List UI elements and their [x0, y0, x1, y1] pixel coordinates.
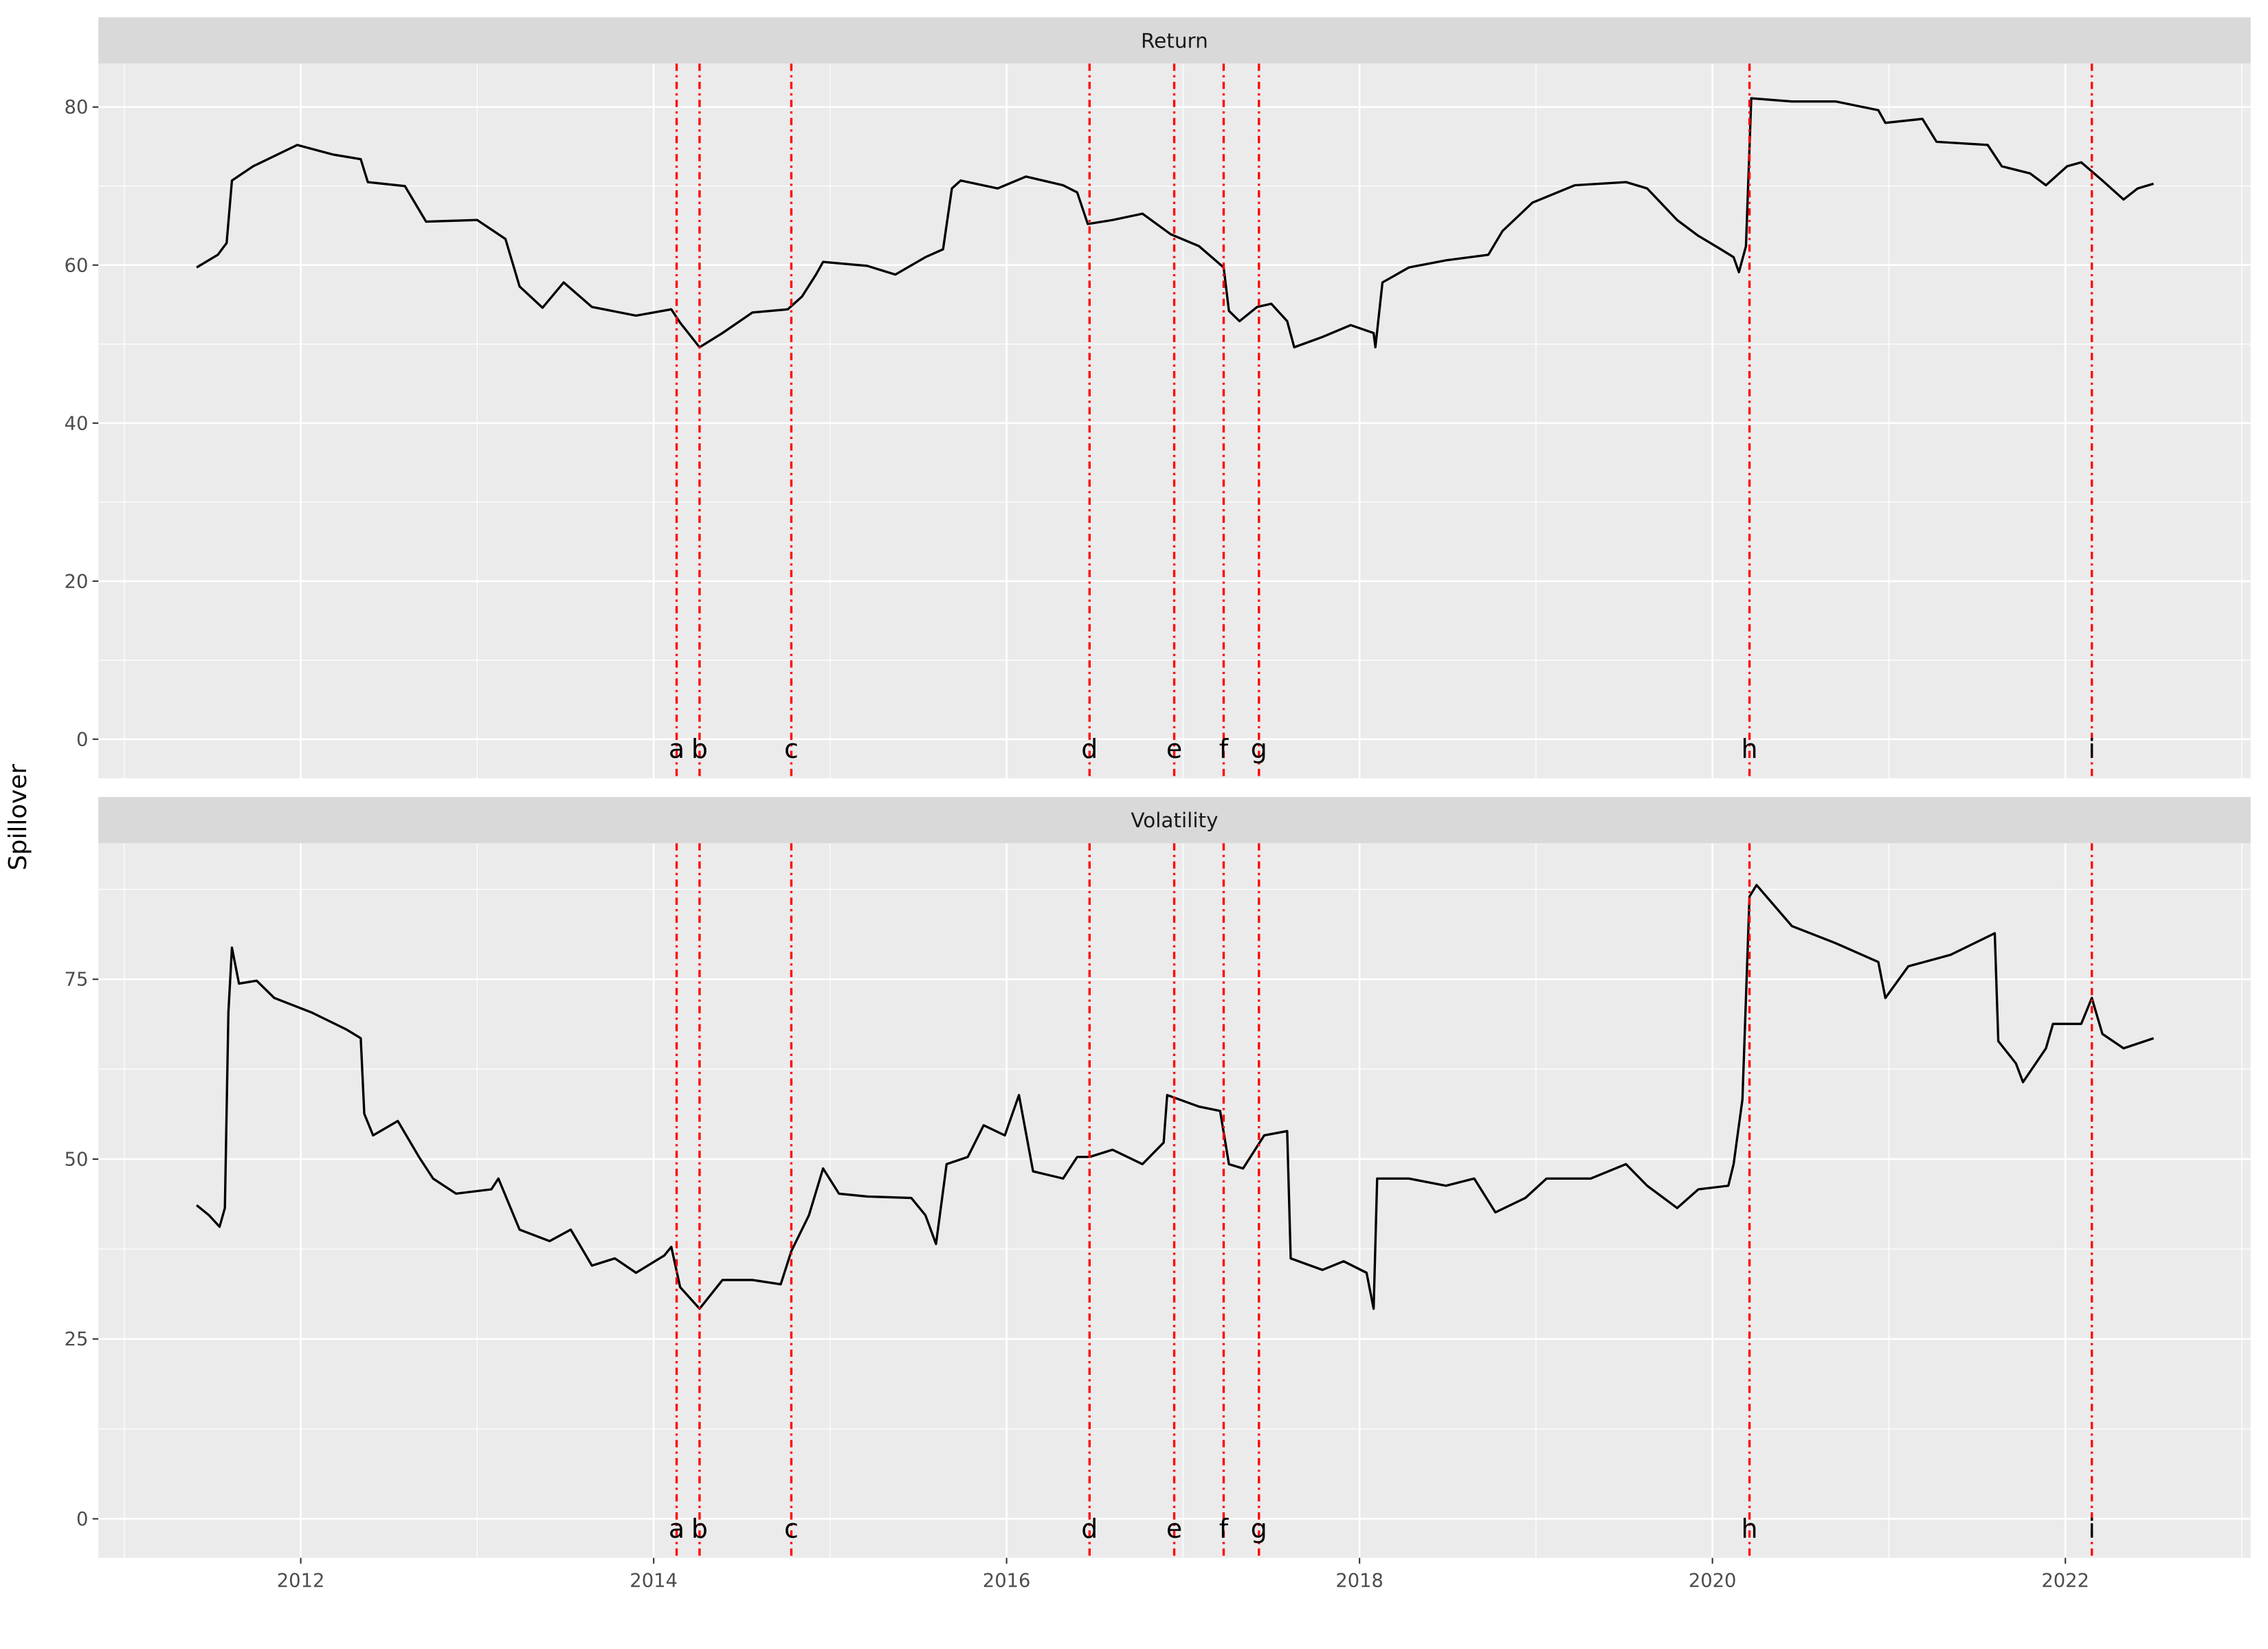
- event-label: b: [691, 734, 708, 764]
- event-label: a: [669, 1514, 685, 1544]
- event-label: d: [1081, 734, 1098, 764]
- facet-panel: Return 0 20 40 60 80 a b c d e f g h i: [65, 17, 2251, 778]
- x-tick-label: 2012: [277, 1570, 325, 1591]
- event-label: c: [784, 734, 799, 764]
- x-tick-label: 2014: [630, 1570, 678, 1591]
- y-tick-label: 50: [65, 1149, 89, 1170]
- event-label: b: [691, 1514, 708, 1544]
- event-label: f: [1219, 734, 1230, 764]
- event-label: i: [2088, 734, 2095, 764]
- y-tick-label: 40: [65, 413, 89, 434]
- y-tick-label: 60: [65, 255, 89, 276]
- event-label: c: [784, 1514, 799, 1544]
- event-label: e: [1166, 734, 1182, 764]
- strip-background: [98, 17, 2251, 64]
- y-tick-label: 20: [65, 571, 89, 592]
- x-tick-label: 2016: [983, 1570, 1031, 1591]
- y-tick-label: 80: [65, 97, 89, 118]
- event-label: e: [1166, 1514, 1182, 1544]
- strip-title: Return: [1141, 29, 1208, 52]
- event-label: f: [1219, 1514, 1230, 1544]
- strip-title: Volatility: [1131, 809, 1218, 832]
- strip-background: [98, 797, 2251, 844]
- y-tick-label: 25: [65, 1329, 89, 1350]
- event-label: g: [1251, 1514, 1267, 1544]
- y-axis-label: Spillover: [4, 764, 32, 871]
- x-tick-label: 2018: [1335, 1570, 1383, 1591]
- x-tick-label: 2022: [2041, 1570, 2089, 1591]
- facet-panel: Volatility 0 25 50 75 a b c d e f g h i: [65, 797, 2251, 1558]
- event-label: a: [669, 734, 685, 764]
- y-tick-label: 75: [65, 969, 89, 991]
- y-tick-label: 0: [76, 1509, 88, 1530]
- event-label: h: [1742, 734, 1758, 764]
- y-tick-label: 0: [76, 729, 88, 750]
- event-label: h: [1742, 1514, 1758, 1544]
- x-tick-label: 2020: [1689, 1570, 1737, 1591]
- event-label: i: [2088, 1514, 2095, 1544]
- event-label: d: [1081, 1514, 1098, 1544]
- event-label: g: [1251, 734, 1267, 764]
